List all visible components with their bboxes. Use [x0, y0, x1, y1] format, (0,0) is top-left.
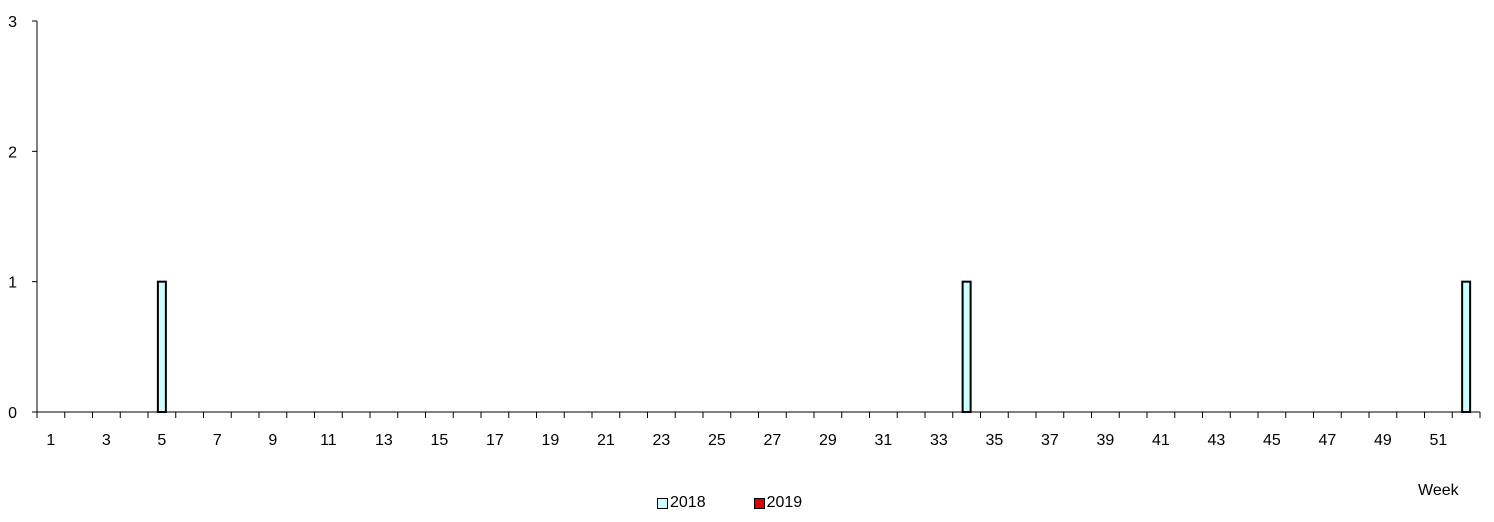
x-tick-label-49: 49 [1374, 432, 1392, 449]
bar-2018-week-52 [1461, 280, 1472, 413]
x-tick-label-19: 19 [541, 432, 559, 449]
y-tick-label-2: 2 [8, 144, 17, 161]
x-tick-label-5: 5 [157, 432, 166, 449]
x-tick-label-27: 27 [763, 432, 781, 449]
x-tick-label-13: 13 [375, 432, 393, 449]
x-tick-label-25: 25 [708, 432, 726, 449]
x-tick-label-21: 21 [597, 432, 615, 449]
y-tick-label-1: 1 [8, 275, 17, 292]
x-axis-label: Week [1418, 482, 1460, 499]
x-tick-label-23: 23 [652, 432, 670, 449]
legend: 2018 2019 [657, 494, 802, 512]
bar-2018-week-34 [961, 280, 972, 413]
x-tick-label-15: 15 [430, 432, 448, 449]
y-tick-label-3: 3 [8, 14, 17, 31]
x-tick-label-33: 33 [930, 432, 948, 449]
x-tick-label-41: 41 [1152, 432, 1170, 449]
x-tick-label-51: 51 [1429, 432, 1447, 449]
legend-swatch-2019 [753, 497, 765, 509]
x-tick-label-43: 43 [1207, 432, 1225, 449]
x-tick-label-31: 31 [874, 432, 892, 449]
x-tick-label-3: 3 [102, 432, 111, 449]
x-tick-label-17: 17 [486, 432, 504, 449]
x-tick-label-9: 9 [268, 432, 277, 449]
x-tick-label-1: 1 [46, 432, 55, 449]
legend-swatch-2018 [657, 497, 668, 509]
x-tick-label-39: 39 [1096, 432, 1114, 449]
legend-item-2019: 2019 [753, 494, 803, 512]
y-tick-label-0: 0 [8, 405, 17, 422]
legend-label-2019: 2019 [766, 494, 803, 511]
bar-2018-week-5 [156, 280, 167, 413]
x-tick-label-11: 11 [320, 432, 337, 449]
x-tick-label-35: 35 [985, 432, 1003, 449]
legend-label-2018: 2018 [670, 494, 706, 511]
x-tick-label-47: 47 [1318, 432, 1336, 449]
x-tick-label-7: 7 [213, 432, 222, 449]
x-tick-label-45: 45 [1263, 432, 1281, 449]
legend-item-2018: 2018 [657, 494, 706, 512]
x-tick-label-29: 29 [819, 432, 837, 449]
x-tick-label-37: 37 [1041, 432, 1059, 449]
